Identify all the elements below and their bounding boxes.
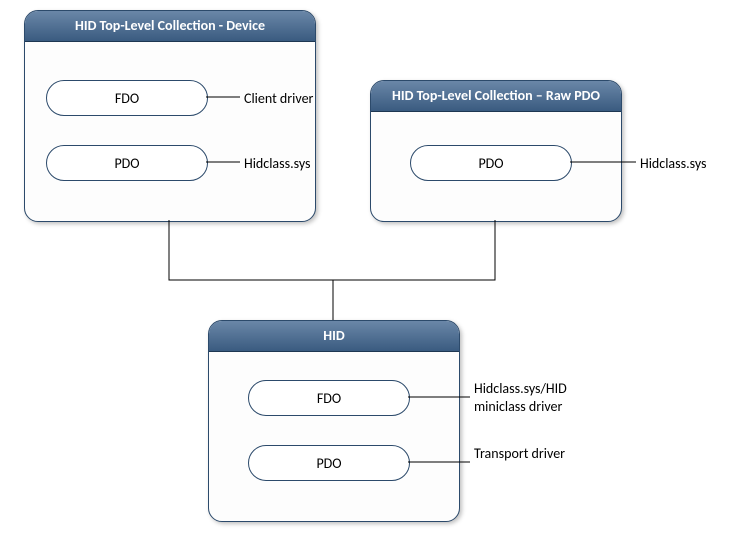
device-fdo-pill: FDO [46, 80, 208, 116]
hid-pdo-pill: PDO [248, 445, 410, 481]
device-fdo-label: Client driver [244, 90, 313, 108]
device-pdo-text: PDO [114, 155, 139, 172]
rawpdo-pdo-pill: PDO [410, 145, 572, 181]
hid-fdo-label: Hidclass.sys/HID miniclass driver [474, 380, 614, 415]
hid-pdo-label: Transport driver [474, 445, 614, 463]
hid-fdo-text: FDO [317, 390, 341, 407]
box-hid: HID [208, 320, 460, 522]
device-fdo-text: FDO [115, 90, 139, 107]
box-device: HID Top-Level Collection - Device [24, 10, 316, 222]
device-pdo-pill: PDO [46, 145, 208, 181]
device-pdo-label: Hidclass.sys [244, 155, 311, 173]
box-hid-header: HID [209, 321, 459, 352]
hid-fdo-pill: FDO [248, 380, 410, 416]
rawpdo-pdo-text: PDO [478, 155, 503, 172]
rawpdo-pdo-label: Hidclass.sys [640, 155, 707, 173]
box-device-header: HID Top-Level Collection - Device [25, 11, 315, 42]
hid-pdo-text: PDO [316, 455, 341, 472]
box-rawpdo-header: HID Top-Level Collection – Raw PDO [371, 81, 621, 112]
